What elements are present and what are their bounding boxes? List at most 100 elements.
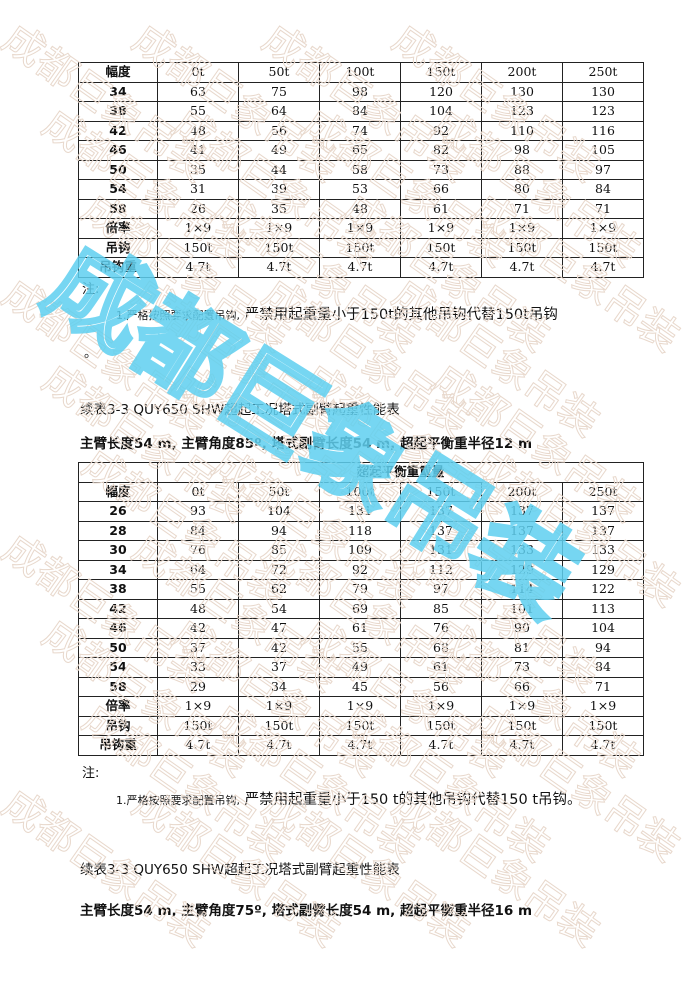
- cell: 64: [238, 101, 320, 122]
- table-row: 34 64 72 92 112 129 129: [78, 559, 644, 580]
- cell: 129: [562, 559, 644, 580]
- cell: 1×9: [400, 218, 482, 239]
- cell: 130: [481, 81, 563, 102]
- table-row: 46 41 49 65 82 98 105: [78, 140, 644, 161]
- row-label: 28: [78, 520, 158, 541]
- cell: 42: [238, 637, 320, 658]
- cell: 1×9: [562, 218, 644, 239]
- cell: 200t: [481, 481, 563, 502]
- cell: 250t: [562, 62, 644, 83]
- cell: 150t: [400, 62, 482, 83]
- cell: 4.7t: [400, 257, 482, 278]
- cell: 150t: [562, 237, 644, 258]
- cell: 130: [562, 81, 644, 102]
- table-row: 吊钩 150t 150t 150t 150t 150t 150t: [78, 237, 644, 258]
- cell: 98: [481, 140, 563, 161]
- table-caption: 续表3-3 QUY650 SHW超起工况塔式副臂起重性能表: [80, 862, 400, 878]
- cell: 84: [319, 101, 401, 122]
- cell: 1×9: [319, 218, 401, 239]
- row-label: 34: [78, 559, 158, 580]
- cell: 0t: [157, 481, 239, 502]
- row-label: 吊钩: [78, 715, 158, 736]
- row-label: 50: [78, 637, 158, 658]
- table-row: 46 42 47 61 76 90 104: [78, 618, 644, 639]
- cell: 150t: [157, 715, 239, 736]
- cell: 150t: [400, 715, 482, 736]
- note-body: 严禁用起重量小于150t的其他吊钩代替150t吊钩: [244, 307, 558, 323]
- table-row: 42 48 56 74 92 110 116: [78, 120, 644, 141]
- cell: 58: [319, 159, 401, 180]
- cell: 61: [400, 657, 482, 678]
- row-label: 42: [78, 120, 158, 141]
- cell: 137: [400, 520, 482, 541]
- cell: 131: [319, 501, 401, 522]
- cell: 50t: [238, 62, 320, 83]
- cell: 94: [562, 637, 644, 658]
- row-label: 38: [78, 101, 158, 122]
- cell: 4.7t: [157, 735, 239, 756]
- watermark-pattern: 成都巨象吊装: [0, 271, 217, 446]
- cell: 150t: [319, 237, 401, 258]
- cell: 85: [238, 540, 320, 561]
- cell: 41: [157, 140, 239, 161]
- table-row: 倍率 1×9 1×9 1×9 1×9 1×9 1×9: [78, 218, 644, 239]
- cell: 64: [157, 559, 239, 580]
- cell: 74: [319, 120, 401, 141]
- cell: 1×9: [157, 218, 239, 239]
- table-caption: 续表3-3 QUY650 SHW超起工况塔式副臂起重性能表: [80, 402, 400, 418]
- table-row: 26 93 104 131 137 137 137: [78, 501, 644, 522]
- cell: 48: [157, 120, 239, 141]
- row-label: 30: [78, 540, 158, 561]
- cell: 37: [238, 657, 320, 678]
- cell: 1×9: [319, 696, 401, 717]
- table-row: 38 55 62 79 97 114 122: [78, 579, 644, 600]
- cell: 71: [481, 198, 563, 219]
- cell: 61: [400, 198, 482, 219]
- cell: 200t: [481, 62, 563, 83]
- cell: 1×9: [562, 696, 644, 717]
- table-subtitle: 主臂长度54 m, 主臂角度75º, 塔式副臂长度54 m, 超起平衡重半径16…: [80, 903, 533, 919]
- note-body: 严禁用起重量小于150 t的其他吊钩代替150 t吊钩。: [244, 792, 582, 808]
- cell: 44: [238, 159, 320, 180]
- cell: 63: [157, 81, 239, 102]
- cell: 48: [157, 598, 239, 619]
- cell: 137: [562, 501, 644, 522]
- table-row: 吊钩重 4.7t 4.7t 4.7t 4.7t 4.7t 4.7t: [78, 257, 644, 278]
- cell: 4.7t: [238, 257, 320, 278]
- cell: 49: [238, 140, 320, 161]
- row-label: 吊钩重: [78, 257, 158, 278]
- cell: 97: [400, 579, 482, 600]
- cell: 123: [481, 101, 563, 122]
- cell: 109: [319, 540, 401, 561]
- cell: 61: [319, 618, 401, 639]
- cell: 114: [481, 579, 563, 600]
- cell: 88: [481, 159, 563, 180]
- row-label: 吊钩重: [78, 735, 158, 756]
- table-row: 50 35 44 58 73 88 97: [78, 159, 644, 180]
- cell: 45: [319, 676, 401, 697]
- table-row: 吊钩 150t 150t 150t 150t 150t 150t: [78, 715, 644, 736]
- row-label: 38: [78, 579, 158, 600]
- cell: 80: [481, 179, 563, 200]
- table-subtitle: 主臂长度54 m, 主臂角度85º, 塔式副臂长度54 m, 超起平衡重半径12…: [80, 436, 533, 452]
- cell: 118: [319, 520, 401, 541]
- note-prefix: 1.严格按照要求配置吊钩,: [116, 794, 240, 807]
- header-row: 幅度 0t 50t 100t 150t 200t 250t: [78, 481, 644, 502]
- row-label: 34: [78, 81, 158, 102]
- cell: 92: [400, 120, 482, 141]
- row-label: 50: [78, 159, 158, 180]
- cell: 150t: [400, 237, 482, 258]
- cell: 150t: [319, 715, 401, 736]
- cell: 1×9: [400, 696, 482, 717]
- cell: 82: [400, 140, 482, 161]
- cell: 137: [481, 520, 563, 541]
- cell: 1×9: [157, 696, 239, 717]
- cell: 137: [562, 520, 644, 541]
- load-table-2: 超起平衡重重量 幅度 0t 50t 100t 150t 200t 250t 26 93 104 131…: [78, 462, 644, 756]
- cell: 84: [562, 657, 644, 678]
- cell: 98: [319, 81, 401, 102]
- cell: 34: [238, 676, 320, 697]
- cell: 29: [157, 676, 239, 697]
- cell: 84: [157, 520, 239, 541]
- cell: 150t: [400, 481, 482, 502]
